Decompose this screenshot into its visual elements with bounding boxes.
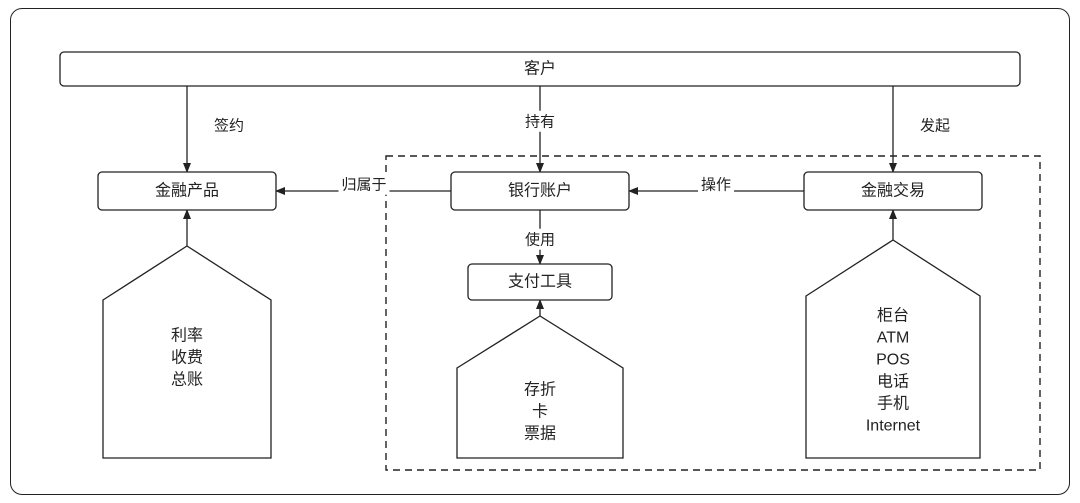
pentagon-item-product_details-0: 利率 — [171, 327, 203, 345]
node-label-product: 金融产品 — [155, 182, 219, 200]
pentagon-item-product_details-1: 收费 — [171, 349, 203, 367]
node-label-paytool: 支付工具 — [508, 273, 572, 291]
edge-label-e-operate: 操作 — [701, 177, 731, 194]
edge-label-e-belong: 归属于 — [341, 177, 386, 194]
edge-e-sign: 签约 — [187, 86, 244, 172]
node-label-customer: 客户 — [524, 60, 556, 78]
node-customer: 客户 — [60, 52, 1020, 86]
node-account: 银行账户 — [451, 172, 629, 210]
pentagon-transaction_details: 柜台 ATM POS 电话手机 Internet — [806, 240, 980, 458]
pentagon-item-transaction_details-3: 电话 — [877, 373, 909, 391]
pentagon-item-transaction_details-5: Internet — [866, 418, 921, 435]
edge-label-e-hold: 持有 — [525, 114, 555, 131]
node-label-transaction: 金融交易 — [861, 182, 925, 200]
edge-e-hold: 持有 — [522, 86, 558, 172]
pentagon-paytool_details: 存折卡票据 — [457, 316, 623, 458]
node-paytool: 支付工具 — [468, 264, 612, 300]
pentagon-product_details: 利率收费总账 — [103, 246, 271, 458]
edge-e-init: 发起 — [893, 86, 950, 172]
pentagon-item-transaction_details-1: ATM — [877, 330, 910, 347]
pentagon-item-paytool_details-2: 票据 — [524, 425, 556, 443]
edge-label-e-init: 发起 — [920, 118, 950, 135]
diagram-svg: 签约持有发起归属于操作使用 利率收费总账存折卡票据柜台ATMPOS电话手机Int… — [0, 0, 1080, 503]
node-product: 金融产品 — [98, 172, 276, 210]
pentagon-item-transaction_details-2: POS — [876, 352, 910, 369]
edge-e-belong: 归属于 — [276, 174, 451, 195]
pentagon-item-transaction_details-4: 手机 — [877, 395, 909, 413]
edge-e-use: 使用 — [522, 210, 558, 264]
edge-label-e-use: 使用 — [525, 232, 555, 249]
pentagon-item-transaction_details-0: 柜台 — [877, 307, 909, 325]
pentagon-item-paytool_details-1: 卡 — [532, 403, 548, 421]
node-transaction: 金融交易 — [804, 172, 982, 210]
edge-label-e-sign: 签约 — [214, 118, 244, 135]
node-label-account: 银行账户 — [508, 182, 572, 200]
pentagon-item-product_details-2: 总账 — [171, 371, 203, 389]
pentagon-item-paytool_details-0: 存折 — [524, 381, 556, 399]
edge-e-operate: 操作 — [629, 174, 804, 195]
